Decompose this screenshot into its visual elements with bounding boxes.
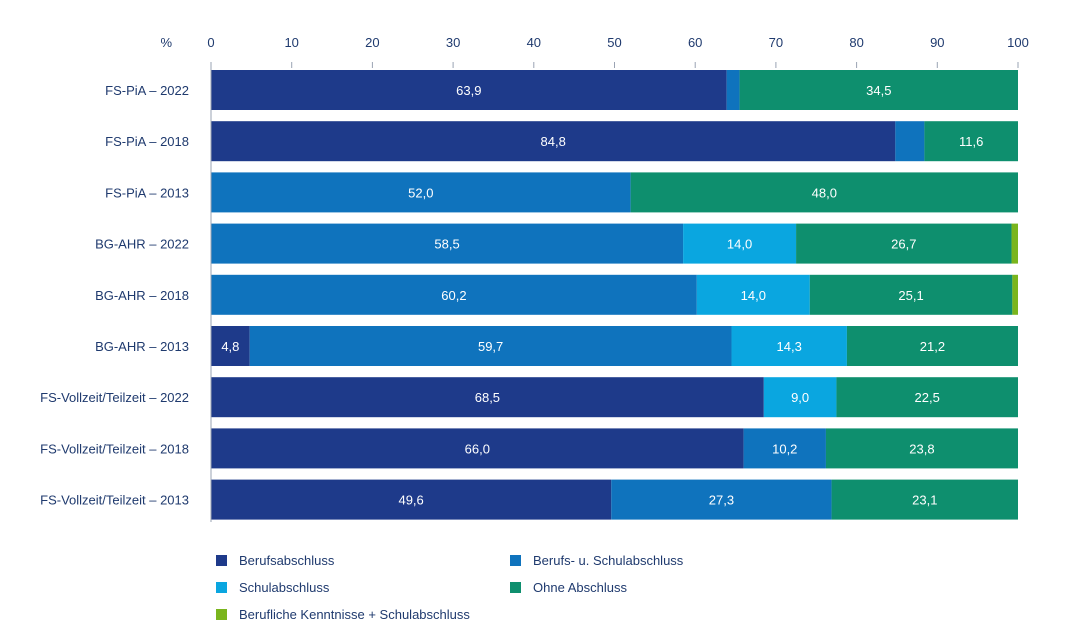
data-label: 25,1: [898, 288, 923, 303]
bar-segment: [211, 274, 697, 315]
data-label: 11,6: [959, 134, 983, 149]
bar-segment: [726, 70, 740, 110]
bar-segment: [739, 70, 1018, 110]
data-label: 34,5: [866, 83, 891, 98]
bar-segment: [211, 377, 764, 418]
legend-swatch: [510, 581, 521, 593]
bar-segment: [825, 428, 1018, 469]
x-tick-label: 50: [607, 35, 621, 50]
data-label: 22,5: [915, 390, 940, 405]
category-label: FS-Vollzeit/Teilzeit – 2013: [40, 493, 189, 508]
data-label: 23,1: [912, 493, 937, 508]
bar-segment: [211, 172, 631, 213]
category-label: FS-PiA – 2018: [105, 134, 189, 149]
bar-segment: [211, 223, 684, 264]
legend-item: Berufs- u. Schulabschluss: [510, 551, 683, 569]
bar-segment: [211, 121, 896, 162]
bar-segment: [630, 172, 1018, 213]
bar-segment: [1011, 223, 1018, 264]
data-label: 14,0: [727, 237, 752, 252]
bar-segment: [249, 326, 732, 366]
bar-segment: [743, 428, 826, 469]
category-label: FS-PiA – 2022: [105, 83, 189, 98]
data-label: 60,2: [441, 288, 466, 303]
data-label: 21,2: [920, 339, 945, 354]
x-tick-label: 40: [527, 35, 541, 50]
category-label: BG-AHR – 2018: [95, 288, 189, 303]
bar-segment: [696, 274, 810, 315]
x-tick-label: 60: [688, 35, 702, 50]
x-tick-label: 20: [365, 35, 379, 50]
category-label: BG-AHR – 2013: [95, 339, 189, 354]
x-tick-label: 70: [769, 35, 783, 50]
x-axis-unit-label: %: [160, 35, 172, 50]
bar-segment: [796, 223, 1012, 264]
bar-segment: [809, 274, 1013, 315]
data-label: 68,5: [475, 390, 500, 405]
bar-segment: [611, 479, 832, 520]
x-tick-label: 0: [207, 35, 214, 50]
legend-label: Berufsabschluss: [239, 552, 335, 568]
legend-item: Berufliche Kenntnisse + Schulabschluss: [216, 605, 470, 623]
legend-item: Berufsabschluss: [216, 551, 334, 569]
data-label: 23,8: [909, 441, 934, 456]
bar-segment: [211, 479, 612, 520]
legend-label: Schulabschluss: [239, 579, 330, 595]
data-label: 14,3: [777, 339, 802, 354]
data-label: 84,8: [541, 134, 566, 149]
data-label: 66,0: [465, 441, 490, 456]
data-label: 4,8: [221, 339, 239, 354]
data-label: 48,0: [812, 185, 837, 200]
bar-segment: [846, 326, 1018, 366]
legend-item: Ohne Abschluss: [510, 578, 627, 596]
data-label: 10,2: [772, 441, 797, 456]
bar-segment: [683, 223, 797, 264]
bar-segment: [1012, 274, 1018, 315]
x-tick-label: 100: [1007, 35, 1029, 50]
bar-segment: [924, 121, 1018, 162]
x-tick-label: 80: [849, 35, 863, 50]
x-tick-label: 90: [930, 35, 944, 50]
legend-label: Berufs- u. Schulabschluss: [533, 552, 684, 568]
legend-swatch: [216, 608, 227, 620]
data-label: 49,6: [398, 493, 423, 508]
data-label: 63,9: [456, 83, 481, 98]
data-label: 52,0: [408, 185, 433, 200]
category-label: FS-Vollzeit/Teilzeit – 2018: [40, 441, 189, 456]
bar-segment: [731, 326, 847, 366]
bar-segment: [831, 479, 1018, 520]
data-label: 59,7: [478, 339, 503, 354]
data-label: 14,0: [741, 288, 766, 303]
bar-segment: [895, 121, 925, 162]
bar-segment: [211, 428, 744, 469]
data-label: 58,5: [434, 237, 459, 252]
category-label: FS-PiA – 2013: [105, 185, 189, 200]
data-label: 27,3: [709, 493, 734, 508]
legend-swatch: [216, 554, 227, 566]
bar-segment: [836, 377, 1018, 418]
legend-swatch: [510, 554, 521, 566]
bar-segment: [211, 70, 727, 110]
bar-segment: [211, 326, 250, 366]
legend-label: Berufliche Kenntnisse + Schulabschluss: [239, 606, 470, 622]
category-label: FS-Vollzeit/Teilzeit – 2022: [40, 390, 189, 405]
legend-label: Ohne Abschluss: [533, 579, 627, 595]
x-tick-label: 30: [446, 35, 460, 50]
category-label: BG-AHR – 2022: [95, 237, 189, 252]
legend-swatch: [216, 581, 227, 593]
x-tick-label: 10: [284, 35, 298, 50]
legend-item: Schulabschluss: [216, 578, 329, 596]
data-label: 9,0: [791, 390, 809, 405]
bar-segment: [763, 377, 837, 418]
data-label: 26,7: [891, 237, 916, 252]
